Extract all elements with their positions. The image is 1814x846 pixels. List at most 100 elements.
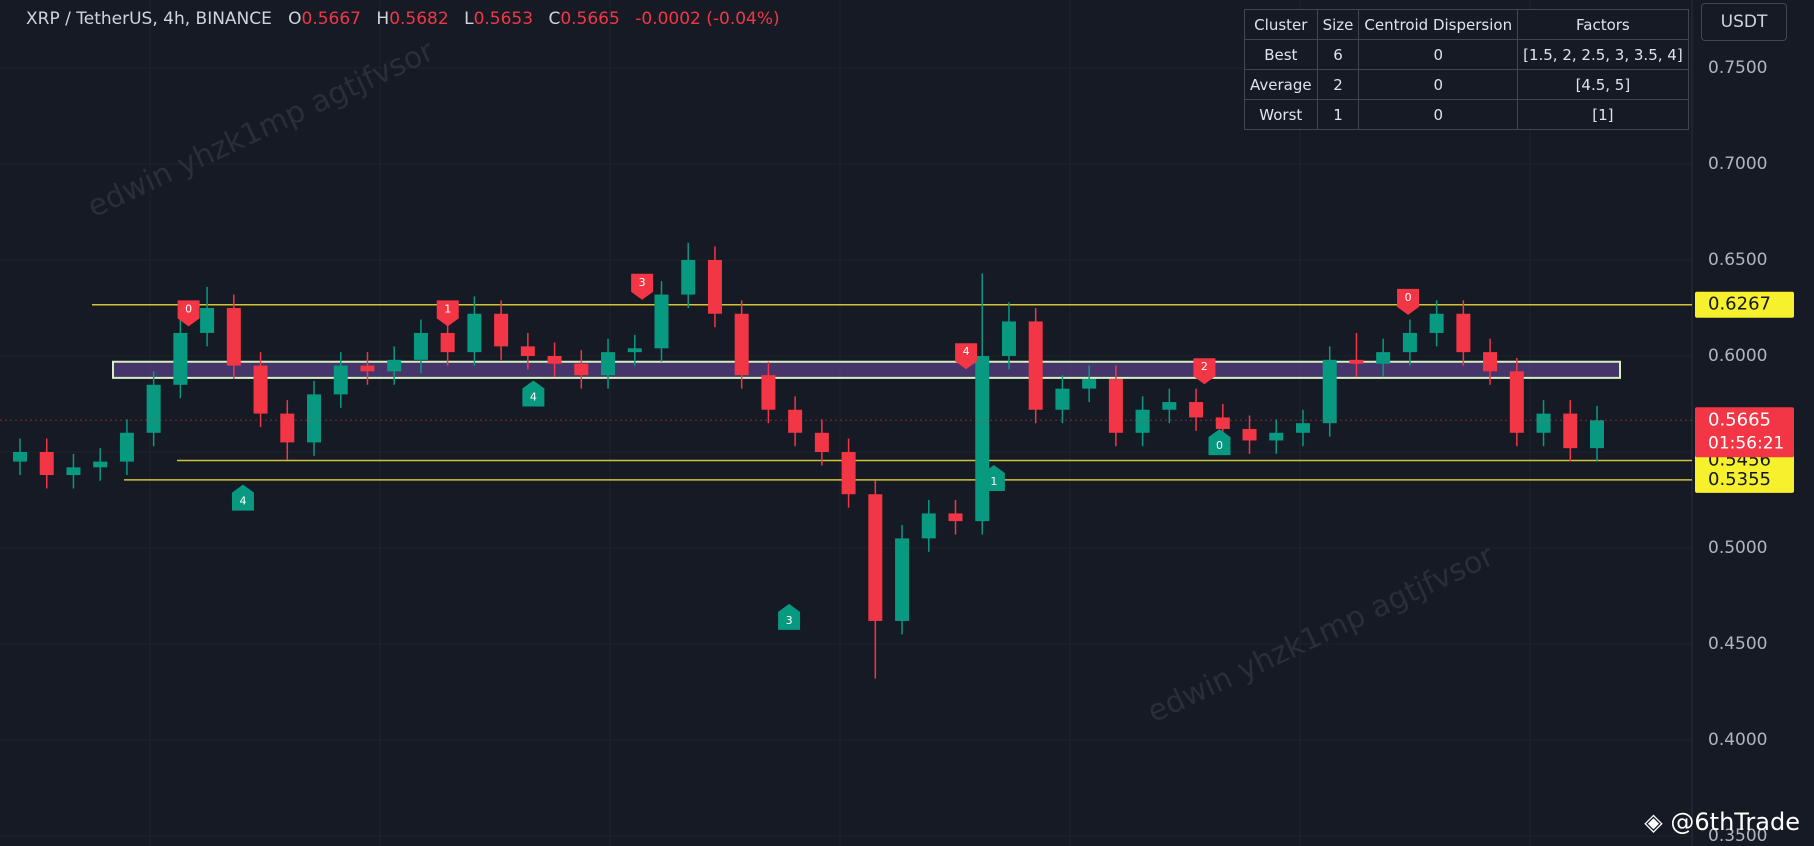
- up-signal: 1: [982, 464, 1005, 491]
- candle-body: [1055, 388, 1070, 410]
- y-tick-label: 0.4500: [1708, 634, 1767, 654]
- down-signal: 3: [631, 273, 654, 300]
- candle-body: [654, 294, 669, 349]
- signal-badge: [778, 603, 801, 630]
- high: 0.5682: [389, 9, 449, 29]
- y-tick-label: 0.6500: [1708, 250, 1767, 270]
- candle-body: [413, 332, 428, 360]
- candle-body: [841, 451, 856, 495]
- cell: 6: [1316, 39, 1360, 70]
- y-tick-label: 0.3500: [1708, 826, 1767, 846]
- change: -0.0002 (-0.04%): [635, 9, 780, 29]
- price-tag: [1695, 466, 1794, 493]
- candle-body: [1536, 413, 1551, 433]
- countdown: 01:56:21: [1708, 433, 1784, 453]
- l-label: L: [464, 9, 474, 29]
- signal-label: 0: [1405, 291, 1412, 304]
- credit: ◈ @6thTrade: [1644, 808, 1800, 836]
- candle-body: [788, 409, 803, 433]
- signal-badge: [436, 300, 459, 327]
- candle-body: [1563, 413, 1578, 449]
- price-tag-label: 0.6267: [1708, 294, 1771, 315]
- signal-badge: [955, 343, 978, 370]
- watermark: edwin yhzk1mp agtjfvsor: [1142, 538, 1500, 730]
- cell: [4.5, 5]: [1517, 69, 1689, 100]
- candle-body: [226, 307, 241, 366]
- candle-body: [66, 467, 81, 476]
- signal-label: 3: [786, 614, 793, 627]
- cell: Worst: [1244, 99, 1318, 130]
- candle-body: [1135, 409, 1150, 433]
- candle-body: [707, 259, 722, 314]
- up-signal: 4: [522, 380, 545, 407]
- watermark: edwin yhzk1mp agtjfvsor: [82, 33, 440, 225]
- open: 0.5667: [301, 9, 361, 29]
- cell: Average: [1244, 69, 1318, 100]
- cell: Best: [1244, 39, 1318, 70]
- cluster-table: Cluster Size Centroid Dispersion Factors Bes…: [1244, 9, 1689, 130]
- price-tag: [1695, 407, 1794, 458]
- candle-body: [333, 365, 348, 395]
- candle-body: [948, 513, 963, 522]
- signal-badge: [1208, 429, 1231, 456]
- candle-body: [1108, 379, 1123, 433]
- c-label: C: [548, 9, 561, 29]
- signal-label: 1: [990, 475, 997, 488]
- candle-body: [1509, 371, 1524, 433]
- candle-body: [1269, 432, 1284, 441]
- cell: [1.5, 2, 2.5, 3, 3.5, 4]: [1517, 39, 1689, 70]
- price-tag-label: 0.5665: [1708, 409, 1771, 430]
- candle-body: [1402, 332, 1417, 353]
- candle-body: [1322, 359, 1337, 424]
- candle-body: [440, 332, 455, 353]
- y-tick-label: 0.7500: [1708, 58, 1767, 78]
- y-tick-label: 0.7000: [1708, 154, 1767, 174]
- up-signal: 4: [231, 484, 254, 511]
- candle-body: [814, 432, 829, 452]
- candle-body: [921, 513, 936, 539]
- candle-body: [119, 432, 134, 462]
- y-tick-label: 0.5000: [1708, 538, 1767, 558]
- signal-label: 1: [444, 302, 451, 315]
- candle-body: [467, 313, 482, 353]
- signal-badge: [522, 380, 545, 407]
- candle-body: [1429, 313, 1444, 333]
- candle-body: [761, 375, 776, 410]
- candle-body: [975, 355, 990, 522]
- candle-body: [494, 313, 509, 347]
- candle-body: [1376, 352, 1391, 364]
- price-tag: [1695, 291, 1794, 318]
- up-signal: 0: [1208, 429, 1231, 456]
- cell: 0: [1358, 99, 1519, 130]
- currency-button[interactable]: USDT: [1701, 3, 1787, 41]
- signal-badge: [177, 300, 200, 327]
- signal-badge: [1193, 358, 1216, 385]
- down-signal: 0: [1397, 288, 1420, 315]
- candle-body: [1189, 402, 1204, 418]
- candle-body: [1082, 379, 1097, 389]
- candle-body: [387, 359, 402, 372]
- h-label: H: [376, 9, 390, 29]
- candle-body: [280, 413, 295, 443]
- candle-body: [574, 363, 589, 376]
- candle-body: [868, 494, 883, 621]
- header-row: Cluster Size Centroid Dispersion Factors: [1244, 9, 1689, 40]
- y-tick-label: 0.4000: [1708, 730, 1767, 750]
- candle-body: [1242, 428, 1257, 441]
- candle-body: [895, 538, 910, 621]
- candle-body: [1028, 321, 1043, 410]
- cell: Centroid Dispersion: [1358, 9, 1519, 40]
- up-signal: 3: [778, 603, 801, 630]
- signal-label: 4: [530, 391, 537, 404]
- signal-badge: [231, 484, 254, 511]
- down-signal: 4: [955, 343, 978, 370]
- candle-body: [93, 461, 108, 468]
- o-label: O: [288, 9, 302, 29]
- candle-body: [200, 307, 215, 333]
- down-signal: 2: [1193, 358, 1216, 385]
- candle-body: [734, 313, 749, 376]
- down-signal: 1: [436, 300, 459, 327]
- row: Best 6 0 [1.5, 2, 2.5, 3, 3.5, 4]: [1244, 39, 1689, 70]
- candle-body: [360, 365, 375, 372]
